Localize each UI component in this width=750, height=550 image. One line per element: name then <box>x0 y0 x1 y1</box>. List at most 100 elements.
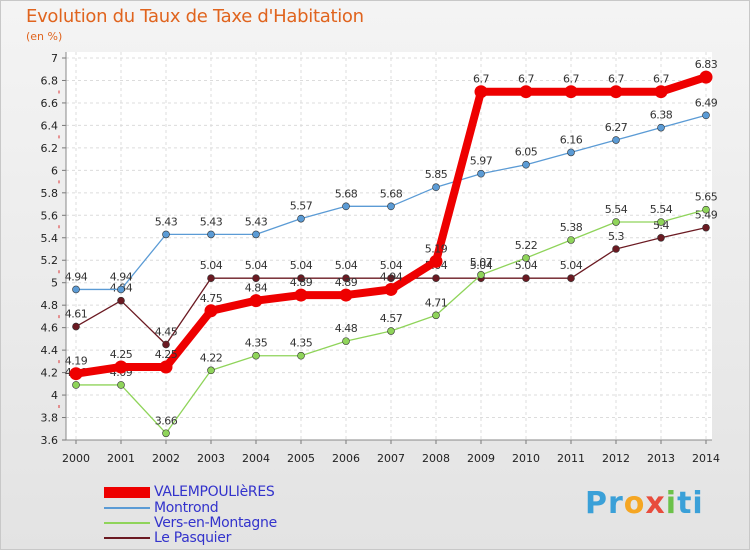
data-label-montrond: 5.68 <box>335 187 358 200</box>
y-tick-label: 5.2 <box>41 254 59 267</box>
data-label-vers-en-montagne: 4.57 <box>380 312 403 325</box>
data-label-vers-en-montagne: 4.35 <box>245 337 268 350</box>
data-point-montrond <box>477 169 485 178</box>
data-point-vers-en-montagne <box>612 218 620 226</box>
y-tick-label: 5.6 <box>41 209 59 222</box>
data-point-valempouli-res <box>654 85 668 99</box>
data-point-valempouli-res <box>69 367 83 381</box>
data-label-valempouli-res: 4.89 <box>335 276 358 289</box>
x-tick-label: 2006 <box>332 452 360 465</box>
x-tick-label: 2009 <box>467 452 495 465</box>
data-label-vers-en-montagne: 5.07 <box>470 256 493 269</box>
data-point-valempouli-res <box>159 360 173 374</box>
data-label-le-pasquier: 5.04 <box>560 259 583 272</box>
data-point-valempouli-res <box>384 282 398 296</box>
y-tick-label: 6 <box>51 164 58 177</box>
data-label-valempouli-res: 4.89 <box>290 276 313 289</box>
data-point-valempouli-res <box>339 288 353 302</box>
data-point-vers-en-montagne <box>387 327 395 335</box>
data-point-vers-en-montagne <box>72 381 80 389</box>
data-point-montrond <box>657 123 665 132</box>
data-point-montrond <box>117 285 125 294</box>
data-point-le-pasquier <box>567 274 575 283</box>
data-label-vers-en-montagne: 5.54 <box>650 203 673 216</box>
data-point-vers-en-montagne <box>297 351 305 360</box>
x-tick-label: 2012 <box>602 452 630 465</box>
legend-label: Vers-en-Montagne <box>154 515 277 531</box>
data-point-montrond <box>702 111 710 120</box>
data-point-vers-en-montagne <box>522 254 530 262</box>
data-point-montrond <box>567 148 575 157</box>
data-point-valempouli-res <box>474 85 488 99</box>
chart-title: Evolution du Taux de Taxe d'Habitation <box>26 6 364 27</box>
data-point-le-pasquier <box>702 223 710 232</box>
data-label-le-pasquier: 4.61 <box>65 308 88 321</box>
y-tick-label: 4 <box>51 389 58 402</box>
data-label-valempouli-res: 4.25 <box>110 348 133 361</box>
data-label-valempouli-res: 6.7 <box>518 73 534 86</box>
x-tick-label: 2005 <box>287 452 315 465</box>
x-tick-label: 2000 <box>62 452 90 465</box>
data-label-montrond: 6.05 <box>515 146 538 159</box>
data-label-montrond: 6.38 <box>650 109 673 122</box>
data-label-montrond: 5.97 <box>470 155 493 168</box>
x-tick-label: 2003 <box>197 452 225 465</box>
data-label-le-pasquier: 5.49 <box>695 209 718 222</box>
data-label-montrond: 6.16 <box>560 133 583 146</box>
data-point-vers-en-montagne <box>117 381 125 389</box>
legend-swatch <box>104 487 150 498</box>
data-label-montrond: 5.68 <box>380 187 403 200</box>
data-label-vers-en-montagne: 4.35 <box>290 337 313 350</box>
data-point-vers-en-montagne <box>567 236 575 244</box>
data-label-montrond: 4.94 <box>65 270 88 283</box>
legend-swatch <box>104 507 150 509</box>
data-label-le-pasquier: 5.04 <box>200 259 223 272</box>
data-label-vers-en-montagne: 4.48 <box>335 322 358 335</box>
data-label-valempouli-res: 6.7 <box>473 73 489 86</box>
data-point-valempouli-res <box>609 85 623 99</box>
x-tick-label: 2013 <box>647 452 675 465</box>
data-point-le-pasquier <box>297 274 305 283</box>
data-label-le-pasquier: 4.45 <box>155 326 178 339</box>
data-point-montrond <box>387 202 395 211</box>
x-tick-label: 2007 <box>377 452 405 465</box>
data-point-montrond <box>297 214 305 223</box>
x-tick-label: 2002 <box>152 452 180 465</box>
data-label-le-pasquier: 5.04 <box>290 259 313 272</box>
data-label-montrond: 5.43 <box>155 215 178 228</box>
data-label-valempouli-res: 6.7 <box>608 73 624 86</box>
data-label-montrond: 4.94 <box>110 270 133 283</box>
x-tick-label: 2008 <box>422 452 450 465</box>
y-tick-label: 4.2 <box>41 367 59 380</box>
chart-subtitle: (en %) <box>26 30 63 43</box>
data-label-le-pasquier: 5.04 <box>515 259 538 272</box>
data-label-vers-en-montagne: 5.38 <box>560 221 583 234</box>
x-tick-label: 2010 <box>512 452 540 465</box>
data-point-valempouli-res <box>114 360 128 374</box>
legend-label: VALEMPOULIèRES <box>154 484 275 500</box>
data-point-valempouli-res <box>429 254 443 268</box>
data-label-montrond: 5.85 <box>425 168 448 181</box>
data-label-vers-en-montagne: 5.22 <box>515 239 538 252</box>
y-tick-label: 6.6 <box>41 97 59 110</box>
data-point-le-pasquier <box>162 340 170 349</box>
data-point-vers-en-montagne <box>162 429 170 438</box>
data-point-vers-en-montagne <box>657 218 665 226</box>
data-point-valempouli-res <box>249 294 263 308</box>
y-tick-label: 4.6 <box>41 322 59 335</box>
y-tick-label: 3.8 <box>41 412 59 425</box>
legend-label: Montrond <box>154 500 219 516</box>
data-point-le-pasquier <box>522 274 530 283</box>
y-tick-label: 6.4 <box>41 119 59 132</box>
data-point-le-pasquier <box>387 274 395 283</box>
data-point-valempouli-res <box>519 85 533 99</box>
y-tick-label: 3.6 <box>41 434 59 447</box>
y-tick-label: 7 <box>51 52 58 65</box>
data-label-vers-en-montagne: 4.71 <box>425 296 448 309</box>
data-point-montrond <box>522 160 530 169</box>
data-label-le-pasquier: 5.04 <box>470 259 493 272</box>
data-point-montrond <box>72 285 80 294</box>
data-label-montrond: 6.49 <box>695 96 718 109</box>
legend-swatch <box>104 522 150 524</box>
